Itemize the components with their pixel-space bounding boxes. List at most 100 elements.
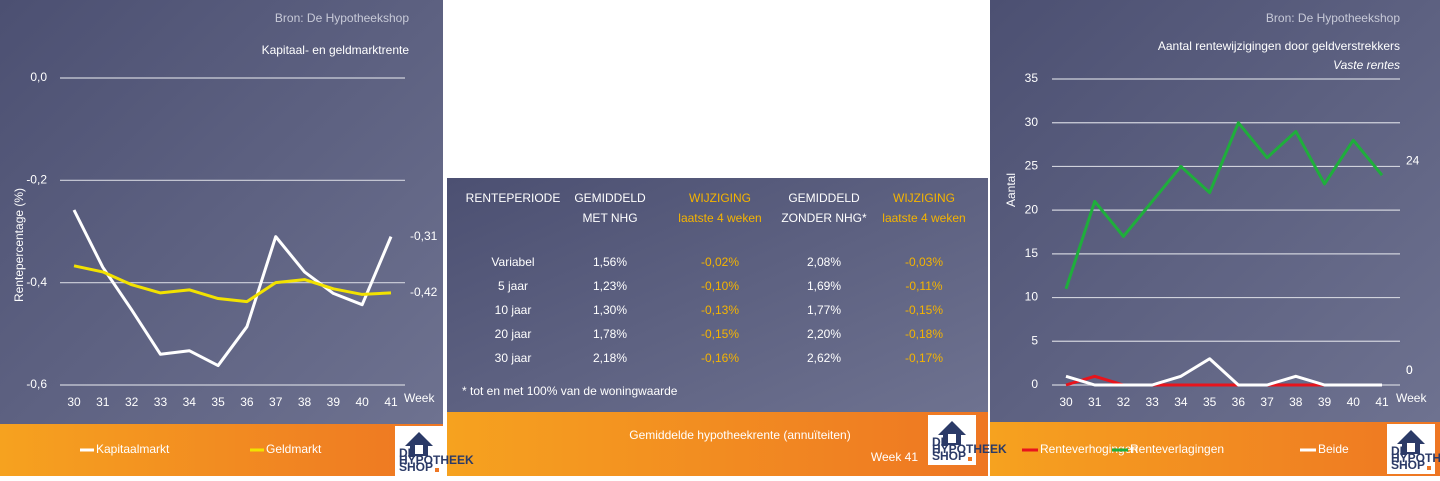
series-line bbox=[1065, 357, 1382, 387]
logo-text: DE bbox=[932, 435, 949, 449]
chart-title: Aantal rentewijzigingen door geldverstre… bbox=[1158, 39, 1400, 53]
left-legend-bar bbox=[0, 424, 443, 476]
x-tick-label: 33 bbox=[154, 395, 168, 409]
x-tick-label: 31 bbox=[96, 395, 110, 409]
table-header: ZONDER NHG* bbox=[781, 211, 867, 225]
table-cell: -0,16% bbox=[701, 351, 739, 365]
y-tick-label: 0 bbox=[1031, 377, 1038, 391]
legend-label: Renteverhogingen bbox=[1040, 442, 1138, 456]
table-header: WIJZIGING bbox=[893, 191, 955, 205]
logo-text: DE bbox=[399, 446, 416, 460]
table-cell: -0,10% bbox=[701, 279, 739, 293]
x-tick-label: 33 bbox=[1146, 395, 1160, 409]
table-cell: 2,08% bbox=[807, 255, 841, 269]
end-label: -0,42 bbox=[410, 285, 438, 299]
x-tick-label: 32 bbox=[125, 395, 139, 409]
logo-text: HYPOTHEEK bbox=[1391, 451, 1440, 465]
table-cell: Variabel bbox=[491, 255, 534, 269]
table-cell: 1,77% bbox=[807, 303, 841, 317]
x-tick-label: 32 bbox=[1117, 395, 1131, 409]
x-tick-label: 38 bbox=[298, 395, 312, 409]
table-header: RENTEPERIODE bbox=[466, 191, 561, 205]
table-cell: 2,62% bbox=[807, 351, 841, 365]
x-tick-label: 39 bbox=[1318, 395, 1332, 409]
series-line bbox=[72, 209, 393, 368]
table-cell: -0,03% bbox=[905, 255, 943, 269]
table-cell: 20 jaar bbox=[495, 327, 532, 341]
x-tick-label: 41 bbox=[1375, 395, 1389, 409]
table-cell: 2,18% bbox=[593, 351, 627, 365]
table-cell: 1,30% bbox=[593, 303, 627, 317]
table-cell: 5 jaar bbox=[498, 279, 528, 293]
table-panel bbox=[447, 178, 988, 412]
table-header: GEMIDDELD bbox=[788, 191, 860, 205]
y-tick-label: 20 bbox=[1025, 202, 1039, 216]
right-legend-bar bbox=[990, 422, 1440, 476]
table-cell: 10 jaar bbox=[495, 303, 532, 317]
logo-text: SHOP bbox=[1391, 458, 1425, 472]
x-tick-label: 30 bbox=[67, 395, 81, 409]
end-label: 0 bbox=[1406, 363, 1413, 377]
y-axis-label: Rentepercentage (%) bbox=[12, 188, 26, 302]
logo-house bbox=[1397, 430, 1425, 454]
source: Bron: De Hypotheekshop bbox=[1266, 11, 1400, 25]
y-tick-label: 10 bbox=[1025, 290, 1039, 304]
logo-text: HYPOTHEEK bbox=[932, 442, 1007, 456]
x-tick-label: 41 bbox=[384, 395, 398, 409]
y-axis-label: Aantal bbox=[1004, 173, 1018, 207]
logo-dot bbox=[1427, 466, 1431, 470]
logo-house bbox=[938, 421, 966, 445]
table-header: GEMIDDELD bbox=[574, 191, 646, 205]
x-tick-label: 34 bbox=[1174, 395, 1188, 409]
table-cell: -0,02% bbox=[701, 255, 739, 269]
x-tick-label: 31 bbox=[1088, 395, 1102, 409]
y-tick-label: -0,6 bbox=[26, 377, 47, 391]
legend-label: Renteverlagingen bbox=[1130, 442, 1224, 456]
table-cell: 1,23% bbox=[593, 279, 627, 293]
logo-text: SHOP bbox=[932, 449, 966, 463]
y-tick-label: 15 bbox=[1025, 246, 1039, 260]
legend-label: Beide bbox=[1318, 442, 1349, 456]
x-tick-label: 38 bbox=[1289, 395, 1303, 409]
chart-subtitle: Vaste rentes bbox=[1333, 58, 1400, 72]
x-axis-label: Week bbox=[1396, 391, 1427, 405]
legend-label: Kapitaalmarkt bbox=[96, 442, 170, 456]
table-cell: 1,69% bbox=[807, 279, 841, 293]
table-week: Week 41 bbox=[871, 450, 918, 464]
right-panel bbox=[990, 0, 1440, 422]
x-tick-label: 37 bbox=[269, 395, 283, 409]
x-tick-label: 36 bbox=[1232, 395, 1246, 409]
end-label: 0 bbox=[1406, 363, 1413, 377]
logo-text: HYPOTHEEK bbox=[399, 453, 474, 467]
x-tick-label: 37 bbox=[1260, 395, 1274, 409]
chart-title: Kapitaal- en geldmarktrente bbox=[262, 43, 410, 57]
table-cell: 1,78% bbox=[593, 327, 627, 341]
table-title: Gemiddelde hypotheekrente (annuïteiten) bbox=[629, 428, 850, 442]
y-tick-label: 5 bbox=[1031, 333, 1038, 347]
x-tick-label: 34 bbox=[183, 395, 197, 409]
legend-label: Geldmarkt bbox=[266, 442, 322, 456]
table-header: laatste 4 weken bbox=[678, 211, 761, 225]
table-cell: -0,15% bbox=[905, 303, 943, 317]
table-header: laatste 4 weken bbox=[882, 211, 965, 225]
y-tick-label: 0,0 bbox=[30, 70, 47, 84]
table-cell: 1,56% bbox=[593, 255, 627, 269]
table-footnote: * tot en met 100% van de woningwaarde bbox=[462, 384, 678, 398]
y-tick-label: -0,4 bbox=[26, 275, 47, 289]
x-tick-label: 40 bbox=[1347, 395, 1361, 409]
table-cell: -0,11% bbox=[905, 279, 942, 293]
x-tick-label: 39 bbox=[327, 395, 341, 409]
table-cell: -0,18% bbox=[905, 327, 943, 341]
table-header: MET NHG bbox=[582, 211, 637, 225]
logo-text: SHOP bbox=[399, 460, 433, 474]
logo-dot bbox=[435, 468, 439, 472]
table-cell: -0,17% bbox=[905, 351, 943, 365]
table-cell: -0,13% bbox=[701, 303, 739, 317]
end-label: -0,31 bbox=[410, 229, 438, 243]
logo-house bbox=[405, 432, 433, 456]
series-line bbox=[73, 264, 392, 304]
logo-dot bbox=[968, 457, 972, 461]
table-cell: 2,20% bbox=[807, 327, 841, 341]
x-axis-label: Week bbox=[404, 391, 435, 405]
